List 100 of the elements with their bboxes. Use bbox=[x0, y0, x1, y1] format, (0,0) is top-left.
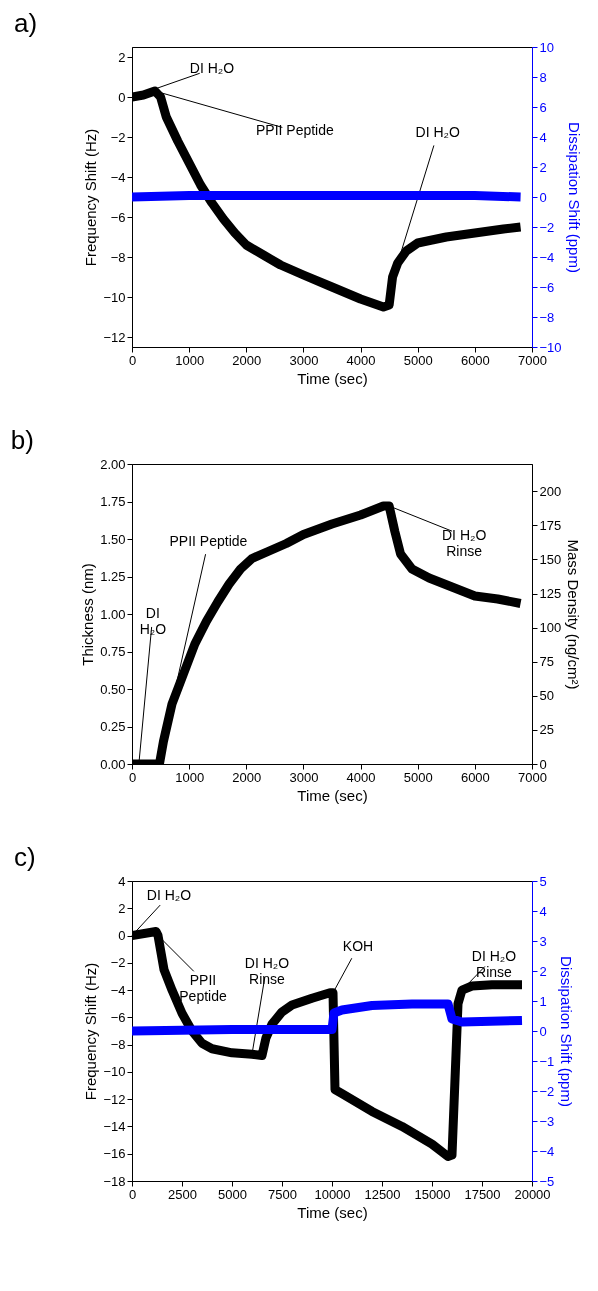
x-tick-label: 7000 bbox=[518, 352, 547, 368]
y-tick-label: −10 bbox=[103, 289, 126, 305]
y2-tick-label: 2 bbox=[539, 963, 547, 979]
y2-tick-label: 175 bbox=[539, 517, 562, 533]
annotation: PPII Peptide bbox=[179, 971, 227, 1004]
y-tick-label: 2 bbox=[118, 900, 126, 916]
x-tick-label: 20000 bbox=[514, 1186, 551, 1202]
chart-title: a) bbox=[13, 8, 38, 38]
y-tick-label: −6 bbox=[110, 209, 126, 225]
y-tick-label: 1.50 bbox=[100, 531, 126, 547]
chart-title: b) bbox=[10, 425, 34, 455]
y-tick-label: 2.00 bbox=[100, 456, 126, 472]
x-axis-title: Time (sec) bbox=[297, 786, 368, 804]
x-tick-label: 17500 bbox=[464, 1186, 501, 1202]
x-tick-label: 3000 bbox=[289, 352, 319, 368]
x-tick-label: 1000 bbox=[175, 352, 205, 368]
annotation: DI H₂O Rinse bbox=[244, 955, 290, 988]
y2-tick-label: −1 bbox=[539, 1053, 555, 1069]
y-tick-label: −8 bbox=[110, 249, 126, 265]
y2-axis-title: Dissipation Shift (ppm) bbox=[565, 122, 583, 273]
x-tick-label: 6000 bbox=[460, 769, 490, 785]
y2-tick-label: 1 bbox=[539, 993, 547, 1009]
y-tick-label: 0.75 bbox=[100, 644, 126, 659]
y2-tick-label: 2 bbox=[539, 159, 547, 175]
x-tick-label: 3000 bbox=[289, 769, 319, 785]
annotation: DI H₂O Rinse bbox=[471, 948, 517, 981]
x-tick-label: 7500 bbox=[268, 1186, 297, 1202]
x-tick-label: 4000 bbox=[346, 352, 376, 368]
x-tick-label: 5000 bbox=[403, 769, 433, 785]
y-tick-label: −6 bbox=[110, 1009, 126, 1025]
y-tick-label: 1.25 bbox=[100, 569, 126, 584]
y2-tick-label: 200 bbox=[539, 483, 562, 499]
y2-tick-label: 0 bbox=[539, 1023, 547, 1039]
y-tick-label: −2 bbox=[110, 129, 126, 145]
y2-tick-label: −5 bbox=[539, 1173, 555, 1189]
x-tick-label: 5000 bbox=[403, 352, 433, 368]
y-axis-title: Frequency Shift (Hz) bbox=[82, 128, 100, 267]
y2-tick-label: −4 bbox=[539, 1143, 555, 1159]
y2-tick-label: 125 bbox=[539, 586, 562, 602]
y-tick-label: 2 bbox=[118, 49, 126, 65]
annotation: DI H₂O bbox=[189, 60, 235, 76]
y-tick-label: −8 bbox=[110, 1037, 126, 1053]
y-axis-title: Frequency Shift (Hz) bbox=[82, 962, 100, 1101]
y2-tick-label: 0 bbox=[539, 756, 547, 772]
x-tick-label: 2000 bbox=[232, 352, 262, 368]
y2-tick-label: 75 bbox=[539, 654, 554, 670]
y2-tick-label: 5 bbox=[539, 873, 547, 889]
x-tick-label: 10000 bbox=[314, 1186, 351, 1202]
y-tick-label: 0.00 bbox=[100, 756, 126, 772]
y2-tick-label: 6 bbox=[539, 99, 547, 115]
y-tick-label: 4 bbox=[118, 873, 126, 889]
x-tick-label: 4000 bbox=[346, 769, 376, 785]
y2-tick-label: 8 bbox=[539, 69, 547, 85]
annotation: DI H₂O bbox=[139, 605, 167, 637]
y-tick-label: 0.50 bbox=[100, 681, 126, 697]
annotation: DI H₂O bbox=[146, 886, 192, 903]
y2-tick-label: 4 bbox=[539, 903, 547, 919]
y-tick-label: −14 bbox=[103, 1118, 126, 1134]
y2-tick-label: −10 bbox=[539, 339, 562, 355]
y2-tick-label: 10 bbox=[539, 39, 554, 55]
y2-tick-label: −6 bbox=[539, 279, 555, 295]
y2-tick-label: 100 bbox=[539, 620, 562, 636]
x-tick-label: 12500 bbox=[364, 1186, 401, 1202]
y-tick-label: −12 bbox=[103, 329, 126, 345]
y2-axis-title: Dissipation Shift (ppm) bbox=[558, 956, 576, 1107]
y2-tick-label: 0 bbox=[539, 189, 547, 205]
y-tick-label: −10 bbox=[103, 1064, 126, 1080]
annotation: DI H₂O bbox=[415, 124, 460, 140]
y2-axis-title: Mass Density (ng/cm²) bbox=[565, 539, 583, 690]
y2-tick-label: 150 bbox=[539, 551, 562, 567]
y2-tick-label: 4 bbox=[539, 129, 547, 145]
y-tick-label: 1.00 bbox=[100, 606, 126, 622]
y-tick-label: 0 bbox=[118, 928, 126, 944]
y-tick-label: 0 bbox=[118, 89, 126, 105]
annotation: KOH bbox=[342, 937, 374, 954]
x-tick-label: 7000 bbox=[518, 769, 547, 785]
y-axis-title: Thickness (nm) bbox=[79, 563, 97, 666]
y-tick-label: −4 bbox=[110, 982, 126, 998]
x-tick-label: 1000 bbox=[175, 769, 205, 785]
chart-title: c) bbox=[13, 842, 36, 872]
y-tick-label: −12 bbox=[103, 1091, 126, 1107]
y-tick-label: 0.25 bbox=[100, 719, 126, 734]
y2-tick-label: −2 bbox=[539, 219, 555, 235]
y2-tick-label: −4 bbox=[539, 249, 555, 265]
y2-tick-label: −2 bbox=[539, 1083, 555, 1099]
x-tick-label: 0 bbox=[128, 352, 137, 368]
y-tick-label: −4 bbox=[110, 169, 126, 185]
y-tick-label: −2 bbox=[110, 955, 126, 971]
y-tick-label: −18 bbox=[103, 1173, 126, 1189]
x-tick-label: 2000 bbox=[232, 769, 262, 785]
y2-tick-label: 50 bbox=[539, 688, 554, 704]
y2-tick-label: 25 bbox=[539, 722, 554, 738]
x-tick-label: 0 bbox=[128, 769, 137, 785]
x-axis-title: Time (sec) bbox=[297, 1203, 368, 1221]
annotation: PPII Peptide bbox=[169, 532, 248, 549]
x-tick-label: 0 bbox=[128, 1186, 137, 1202]
y2-tick-label: −3 bbox=[539, 1113, 555, 1129]
x-tick-label: 5000 bbox=[218, 1186, 247, 1202]
x-tick-label: 15000 bbox=[414, 1186, 451, 1202]
x-axis-title: Time (sec) bbox=[297, 369, 368, 387]
